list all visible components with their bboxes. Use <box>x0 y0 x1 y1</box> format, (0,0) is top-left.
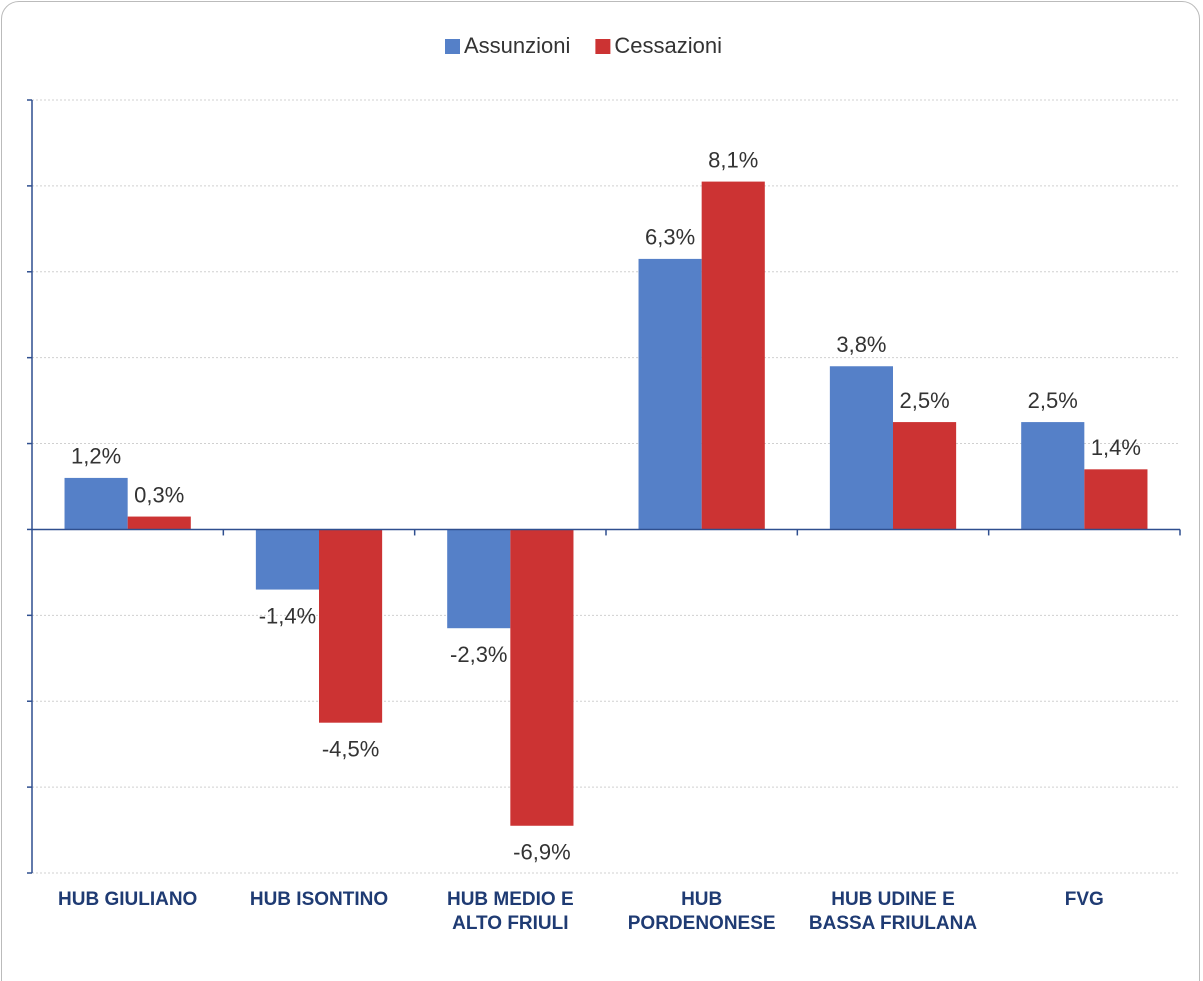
value-label: 8,1% <box>708 147 758 172</box>
bar <box>64 477 128 530</box>
value-label: 0,3% <box>134 482 184 507</box>
x-tick-label: FVG <box>1064 889 1104 910</box>
bar <box>701 181 765 530</box>
value-label: -6,9% <box>513 840 570 865</box>
value-label: 1,2% <box>71 444 121 469</box>
legend-swatch <box>445 39 460 54</box>
x-tick-label: HUB MEDIO E ALTO FRIULI <box>446 889 574 934</box>
bar <box>319 529 383 723</box>
bar <box>638 258 702 530</box>
value-label: -4,5% <box>322 737 379 762</box>
x-tick-label: HUB PORDENONESE <box>627 889 776 934</box>
bar <box>255 529 319 590</box>
bar <box>1021 422 1085 530</box>
value-label: 2,5% <box>899 388 949 413</box>
bar <box>447 529 511 629</box>
value-label: 1,4% <box>1091 435 1141 460</box>
legend-label: Cessazioni <box>614 33 722 58</box>
bar <box>829 366 893 530</box>
value-label: 3,8% <box>836 332 886 357</box>
value-label: -2,3% <box>450 642 507 667</box>
value-label: 6,3% <box>645 225 695 250</box>
legend-label: Assunzioni <box>464 33 570 58</box>
legend-swatch <box>595 39 611 54</box>
bar <box>1084 469 1148 530</box>
bar <box>127 516 191 530</box>
x-tick-label: HUB UDINE E BASSA FRIULANA <box>808 889 978 934</box>
x-tick-label: HUB ISONTINO <box>249 889 389 910</box>
x-tick-label: HUB GIULIANO <box>58 889 198 910</box>
bar <box>893 422 957 530</box>
value-label: 2,5% <box>1028 388 1078 413</box>
value-label: -1,4% <box>259 603 316 628</box>
bar <box>510 529 574 826</box>
